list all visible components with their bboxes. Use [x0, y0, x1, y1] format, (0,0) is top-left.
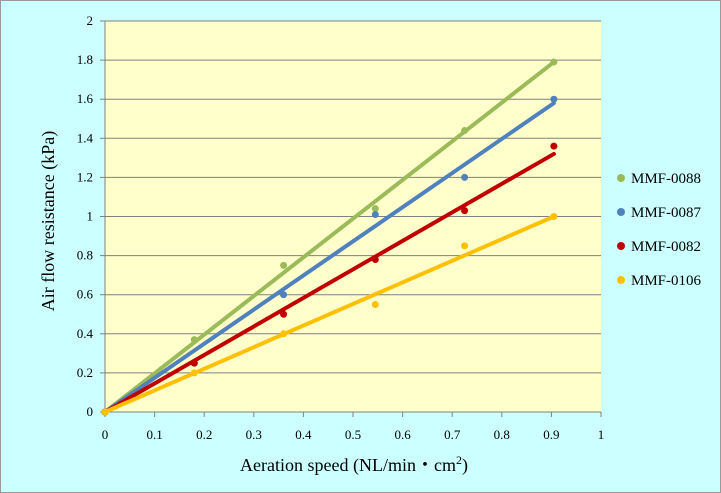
y-tick-label: 0	[87, 404, 94, 419]
x-tick-label: 0.1	[146, 427, 162, 442]
y-tick-label: 1.2	[77, 169, 93, 184]
data-point	[461, 207, 469, 215]
data-point	[371, 211, 379, 219]
x-axis-title: Aeration speed (NL/min・cm2)	[240, 453, 468, 476]
y-tick-label: 0.2	[77, 365, 93, 380]
y-tick-label: 1	[87, 209, 94, 224]
x-tick-label: 1	[598, 427, 605, 442]
data-point	[550, 142, 558, 150]
legend-item: MMF-0106	[617, 273, 702, 289]
y-tick-labels: 0 0.2 0.4 0.6 0.8 1 1.2 1.4 1.6 1.8 2	[77, 13, 94, 419]
data-point	[371, 205, 379, 213]
legend: MMF-0088 MMF-0087 MMF-0082 MMF-0106	[617, 171, 702, 289]
data-point	[280, 261, 288, 269]
y-tick-label: 0.4	[77, 326, 94, 341]
x-tick-label: 0.8	[494, 427, 510, 442]
y-tick-label: 2	[87, 13, 94, 28]
data-point	[190, 359, 198, 367]
x-axis-title-main: Aeration speed (NL/min・cm	[240, 455, 456, 476]
trendline	[103, 101, 556, 414]
data-point	[371, 256, 379, 264]
y-tick-label: 1.4	[77, 130, 94, 145]
data-point	[550, 213, 558, 220]
data-point	[461, 173, 469, 181]
data-point	[461, 242, 469, 250]
data-point	[461, 126, 469, 134]
y-tick-label: 0.6	[77, 287, 94, 302]
data-point	[190, 336, 198, 344]
legend-item: MMF-0082	[617, 239, 701, 255]
legend-item: MMF-0088	[617, 171, 701, 187]
legend-label: MMF-0082	[631, 239, 701, 255]
x-tick-labels: 0 0.1 0.2 0.3 0.4 0.5 0.6 0.7 0.8 0.9 1	[102, 427, 605, 442]
data-series	[101, 58, 558, 416]
y-tick-label: 1.6	[77, 91, 94, 106]
legend-marker	[617, 242, 625, 250]
trendline	[103, 151, 556, 414]
series-mmf-0106	[101, 213, 558, 416]
data-point	[550, 95, 558, 103]
axes	[104, 21, 601, 413]
legend-item: MMF-0087	[617, 205, 702, 221]
x-tick-label: 0.5	[345, 427, 361, 442]
data-point	[550, 58, 558, 66]
x-tick-label: 0	[102, 427, 109, 442]
x-tick-label: 0.9	[543, 427, 559, 442]
legend-label: MMF-0088	[631, 171, 701, 187]
data-point	[280, 310, 288, 318]
legend-label: MMF-0106	[631, 273, 702, 289]
data-point	[280, 291, 288, 299]
legend-label: MMF-0087	[631, 205, 702, 221]
legend-marker	[617, 174, 625, 182]
trendline	[103, 214, 556, 414]
x-axis-title-end: )	[462, 455, 468, 476]
data-point	[280, 330, 288, 338]
x-tick-label: 0.2	[196, 427, 212, 442]
x-tick-label: 0.6	[394, 427, 411, 442]
legend-marker	[617, 208, 625, 216]
y-axis-title: Air flow resistance (kPa)	[38, 131, 59, 311]
x-axis-title-superscript: 2	[456, 453, 462, 467]
trendline	[103, 60, 556, 414]
data-point	[190, 369, 198, 377]
data-point	[371, 300, 379, 308]
x-tick-label: 0.4	[295, 427, 312, 442]
x-tick-label: 0.7	[444, 427, 461, 442]
y-tick-label: 0.8	[77, 248, 93, 263]
legend-marker	[617, 276, 625, 284]
y-tick-label: 1.8	[77, 52, 93, 67]
data-point	[101, 408, 109, 416]
x-tick-label: 0.3	[246, 427, 262, 442]
